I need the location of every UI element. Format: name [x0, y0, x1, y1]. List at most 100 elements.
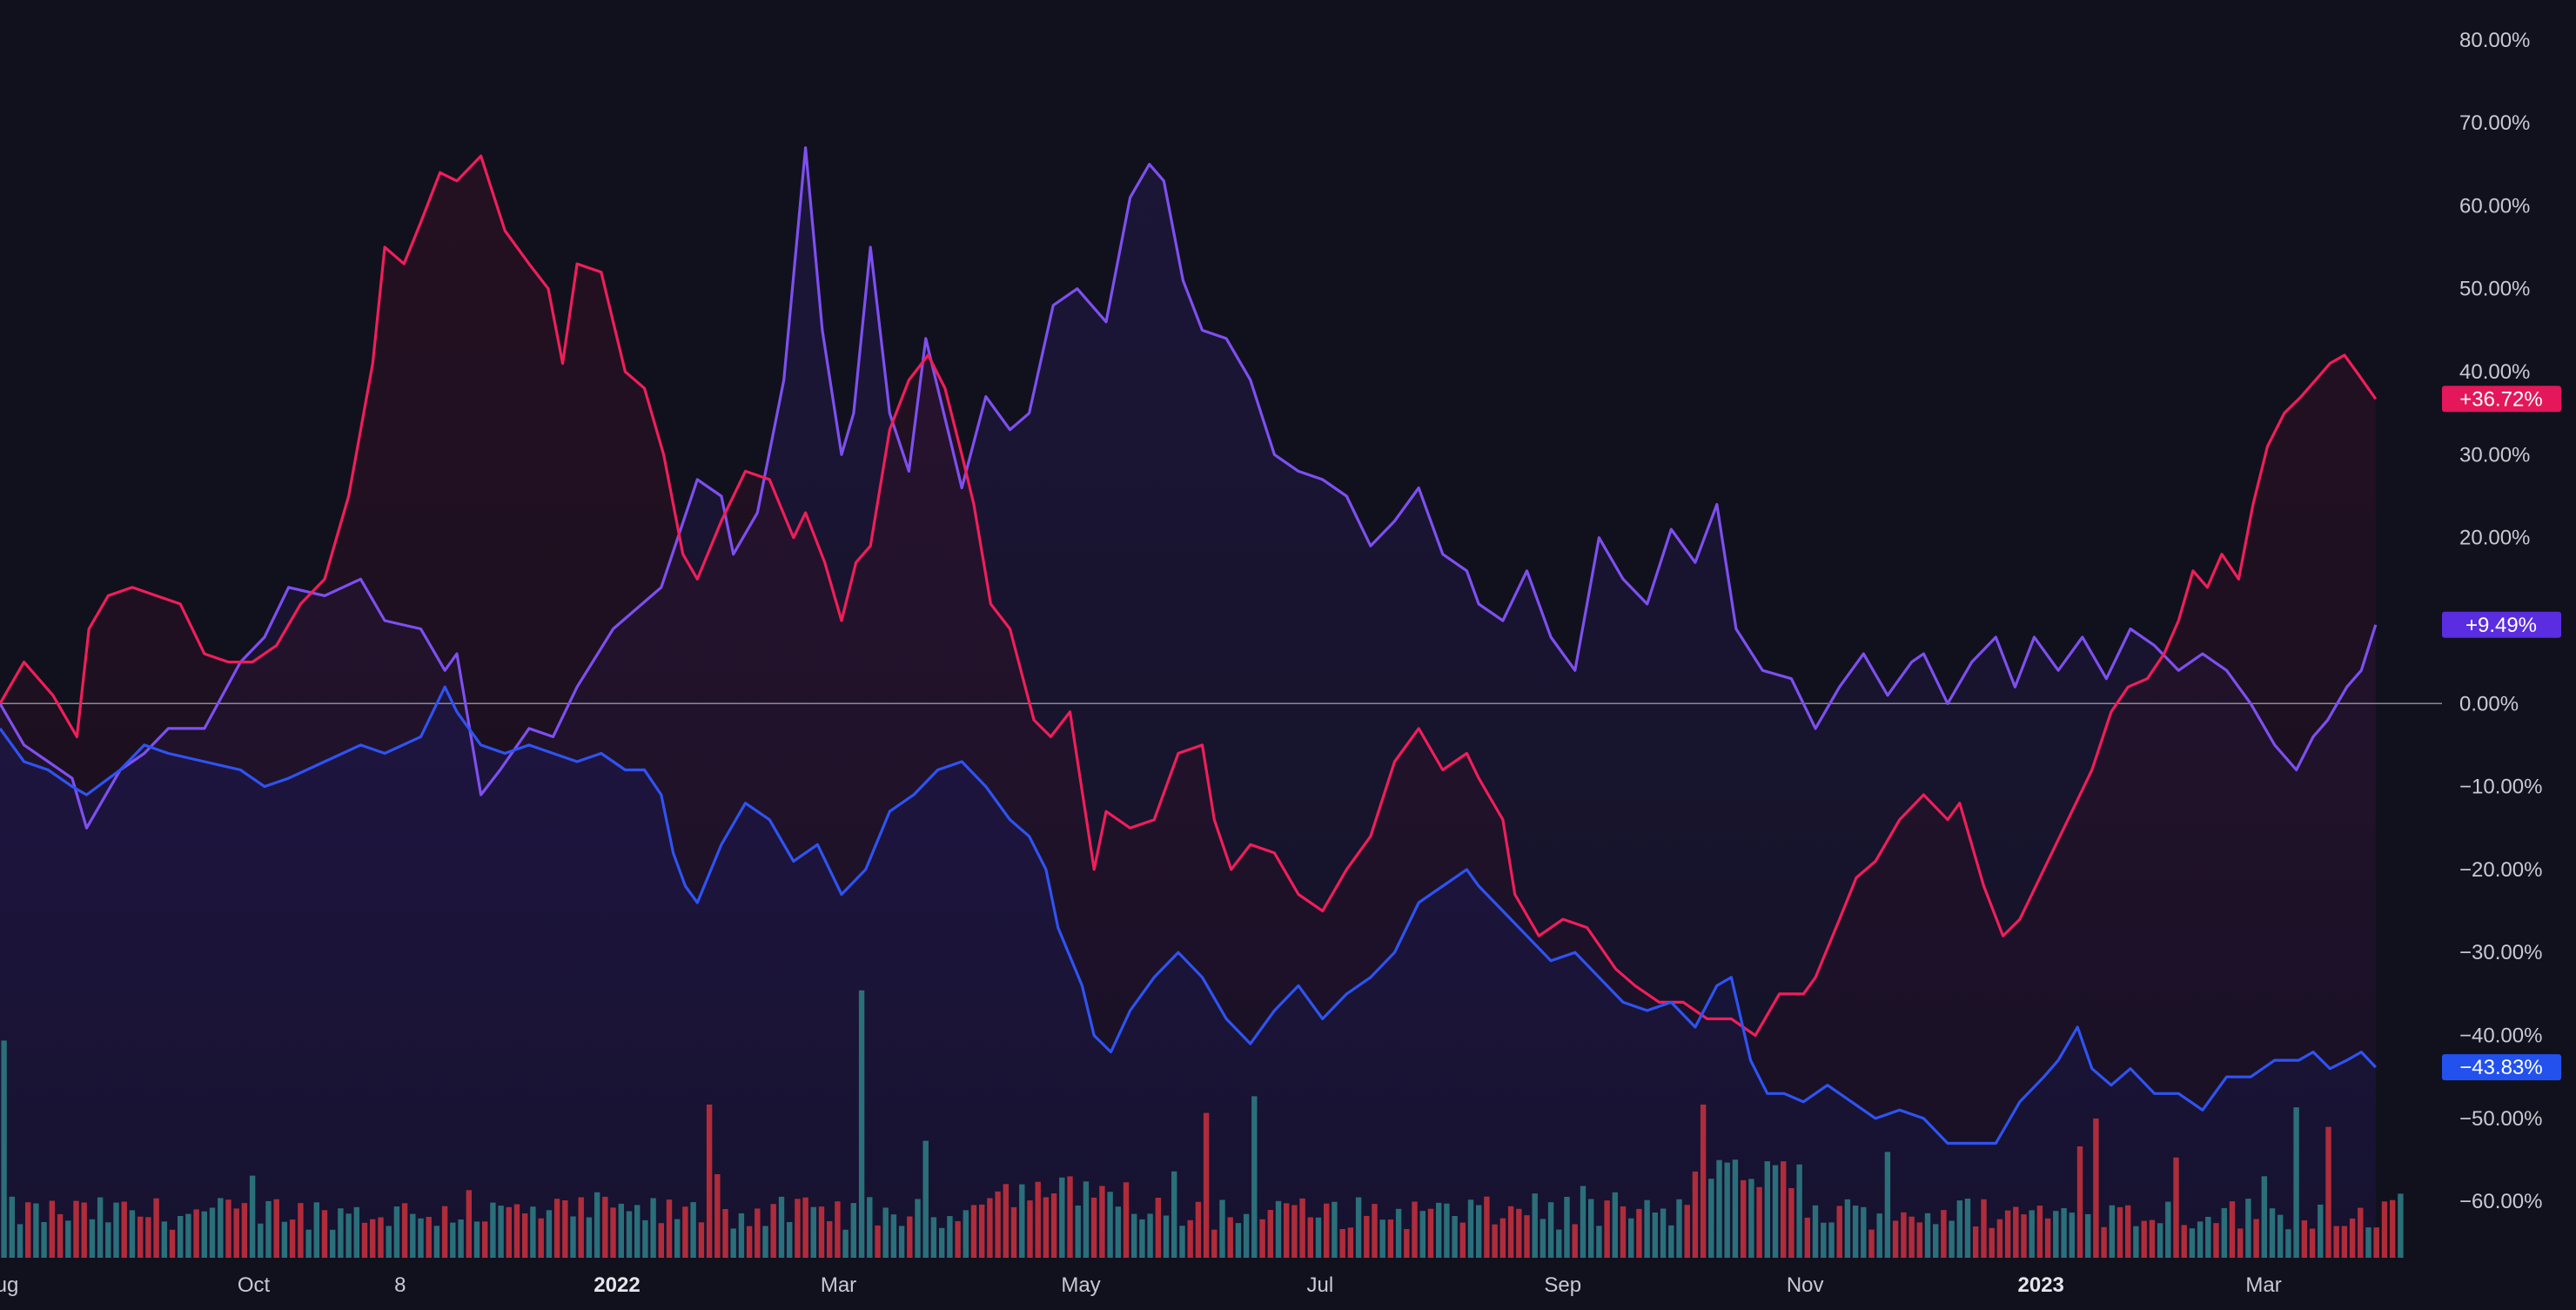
volume-bar: [2189, 1228, 2196, 1258]
volume-bar: [1115, 1206, 1121, 1258]
series-lines: [0, 146, 2378, 1145]
volume-bar: [2197, 1221, 2204, 1258]
volume-bar: [1684, 1205, 1690, 1258]
volume-bar: [1716, 1159, 1722, 1258]
volume-bar: [1155, 1198, 1161, 1258]
volume-bar: [1804, 1217, 1810, 1258]
y-tick-label: 70.00%: [2459, 111, 2530, 135]
volume-bar: [1884, 1152, 1891, 1258]
volume-bar: [418, 1218, 424, 1258]
volume-bar: [1476, 1205, 1482, 1258]
volume-bar: [1916, 1222, 1922, 1258]
y-tick-label: 30.00%: [2459, 443, 2530, 467]
volume-bar: [1828, 1222, 1835, 1258]
y-tick-label: −50.00%: [2459, 1107, 2542, 1131]
volume-bar: [850, 1203, 856, 1258]
volume-bar: [2053, 1211, 2059, 1258]
volume-bar: [594, 1192, 600, 1258]
volume-bar: [1452, 1216, 1458, 1258]
x-tick-label: 2022: [594, 1273, 640, 1297]
volume-bar: [2181, 1225, 2187, 1258]
volume-bar: [2309, 1228, 2316, 1258]
volume-bar: [586, 1217, 593, 1258]
y-tick-label: 40.00%: [2459, 360, 2530, 384]
volume-bar: [842, 1229, 849, 1258]
volume-bar: [2141, 1220, 2147, 1258]
volume-bar: [698, 1222, 705, 1258]
volume-bar: [1099, 1186, 1105, 1258]
volume-bar: [602, 1196, 608, 1258]
volume-bar: [1868, 1229, 1875, 1258]
x-tick-label: Nov: [1787, 1273, 1824, 1297]
volume-bar: [2133, 1226, 2139, 1258]
volume-bar: [1540, 1219, 1546, 1258]
volume-bar: [193, 1209, 199, 1258]
volume-bar: [755, 1208, 761, 1258]
y-tick-label: −30.00%: [2459, 941, 2542, 964]
volume-bar: [1227, 1217, 1233, 1258]
y-tick-label: −20.00%: [2459, 858, 2542, 882]
volume-bar: [1364, 1215, 1370, 1258]
volume-bar: [714, 1174, 721, 1258]
volume-bar: [1404, 1229, 1410, 1258]
volume-bar: [97, 1197, 104, 1258]
volume-bar: [674, 1219, 681, 1258]
volume-bar: [2293, 1107, 2299, 1258]
volume-bar: [1211, 1229, 1218, 1258]
last-value-label: +9.49%: [2465, 614, 2537, 637]
volume-bar: [178, 1216, 184, 1258]
volume-bar: [1379, 1219, 1385, 1258]
volume-bar: [1892, 1220, 1899, 1258]
y-tick-label: 50.00%: [2459, 278, 2530, 301]
volume-bar: [249, 1175, 256, 1258]
volume-bar: [2277, 1214, 2284, 1258]
volume-bar: [1532, 1193, 1538, 1258]
volume-bar: [562, 1200, 568, 1258]
volume-bar: [939, 1227, 945, 1258]
volume-bar: [1676, 1199, 1682, 1258]
volume-bar: [2213, 1223, 2219, 1258]
volume-bar: [1861, 1206, 1867, 1258]
x-tick-label: Sep: [1544, 1273, 1581, 1297]
volume-bar: [1299, 1198, 1305, 1258]
volume-bar: [1772, 1165, 1779, 1258]
y-tick-label: −40.00%: [2459, 1024, 2542, 1048]
volume-bar: [378, 1217, 384, 1258]
volume-bar: [2069, 1213, 2075, 1258]
volume-bar: [2157, 1223, 2163, 1258]
volume-bar: [81, 1202, 87, 1258]
volume-bar: [2109, 1205, 2115, 1258]
volume-bar: [987, 1198, 993, 1258]
volume-bar: [835, 1201, 841, 1258]
volume-bar: [963, 1210, 969, 1258]
volume-bar: [2381, 1201, 2388, 1258]
volume-bar: [1989, 1227, 1995, 1258]
volume-bar: [25, 1202, 31, 1258]
volume-bar: [706, 1105, 713, 1258]
volume-bar: [450, 1222, 456, 1258]
volume-bar: [273, 1199, 279, 1258]
volume-bar: [1484, 1196, 1490, 1258]
volume-bar: [827, 1221, 833, 1258]
volume-bar: [1604, 1200, 1610, 1258]
volume-bar: [666, 1199, 673, 1258]
volume-bar: [1444, 1203, 1450, 1258]
volume-bar: [2358, 1207, 2364, 1258]
x-tick-label: Jul: [1307, 1273, 1334, 1297]
volume-bar: [1043, 1197, 1050, 1258]
volume-bar: [1588, 1199, 1594, 1258]
volume-bar: [1131, 1213, 1137, 1258]
volume-bar: [201, 1211, 207, 1258]
volume-bar: [185, 1213, 191, 1258]
volume-bar: [1981, 1199, 1987, 1258]
volume-bar: [1284, 1203, 1290, 1258]
volume-bar: [1788, 1188, 1794, 1258]
volume-bar: [1355, 1197, 1362, 1258]
volume-bar: [401, 1203, 408, 1258]
series-fill-blue: [0, 687, 2376, 1258]
volume-bar: [1781, 1161, 1787, 1258]
x-tick-label: Mar: [2245, 1273, 2281, 1297]
volume-bar: [1139, 1219, 1145, 1258]
volume-bar: [1941, 1210, 1947, 1258]
